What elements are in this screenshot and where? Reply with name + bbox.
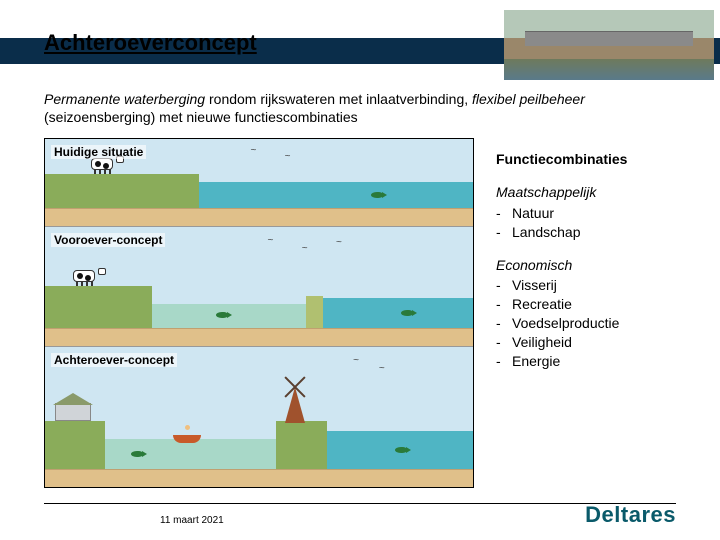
list-item: -Energie: [496, 352, 700, 371]
bird-icon: ~: [336, 237, 342, 248]
group2-list: -Visserij -Recreatie -Voedselproductie -…: [496, 276, 700, 370]
cow-icon: [73, 268, 101, 286]
list-label: Natuur: [512, 204, 554, 223]
subtitle-part2: rondom rijkswateren met inlaatverbinding…: [205, 91, 472, 107]
bird-icon: ~: [379, 363, 385, 374]
footer-divider: [44, 503, 676, 504]
fish-icon: [401, 310, 413, 316]
list-item: -Veiligheid: [496, 333, 700, 352]
diagram-title-1: Huidige situatie: [51, 145, 146, 159]
fish-icon: [131, 451, 143, 457]
house-icon: [55, 403, 91, 421]
bird-icon: ~: [250, 145, 256, 156]
deltares-logo: Deltares: [585, 502, 676, 528]
list-label: Energie: [512, 352, 560, 371]
list-label: Voedselproductie: [512, 314, 619, 333]
diagram-title-2: Vooroever-concept: [51, 233, 165, 247]
bird-icon: ~: [285, 151, 291, 162]
functiecombinaties-heading: Functiecombinaties: [496, 150, 700, 169]
header-photo: [504, 10, 714, 80]
list-label: Landschap: [512, 223, 581, 242]
fish-icon: [371, 192, 383, 198]
list-item: -Natuur: [496, 204, 700, 223]
subtitle-part4: (seizoensberging) met nieuwe functiescom…: [44, 109, 358, 125]
subtitle-part3: flexibel peilbeheer: [472, 91, 585, 107]
group1-title: Maatschappelijk: [496, 183, 700, 202]
page-title: Achteroeverconcept: [44, 30, 257, 56]
ground-left: [45, 328, 152, 346]
bird-icon: ~: [353, 355, 359, 366]
bird-icon: ~: [268, 235, 274, 246]
diagram-area: ~ ~ Huidige situatie ~ ~ ~ Vooroever-con…: [44, 138, 474, 488]
fish-icon: [395, 447, 407, 453]
boat-icon: [173, 429, 201, 443]
diagram-achteroever: ~ ~ Achteroever-concept: [45, 347, 473, 487]
bird-icon: ~: [302, 243, 308, 254]
subtitle-part1: Permanente waterberging: [44, 91, 205, 107]
list-item: -Voedselproductie: [496, 314, 700, 333]
list-item: -Landschap: [496, 223, 700, 242]
ground-left: [45, 208, 199, 226]
list-item: -Visserij: [496, 276, 700, 295]
diagram-title-3: Achteroever-concept: [51, 353, 177, 367]
group2-title: Economisch: [496, 256, 700, 275]
ground-right: [152, 328, 473, 346]
diagram-vooroever: ~ ~ ~ Vooroever-concept: [45, 227, 473, 347]
list-label: Veiligheid: [512, 333, 572, 352]
windmill-icon: [285, 387, 305, 423]
subtitle: Permanente waterberging rondom rijkswate…: [44, 90, 676, 126]
ground-l: [45, 469, 105, 487]
fish-icon: [216, 312, 228, 318]
group1-list: -Natuur -Landschap: [496, 204, 700, 242]
list-label: Visserij: [512, 276, 557, 295]
ground-right: [199, 208, 473, 226]
list-item: -Recreatie: [496, 295, 700, 314]
footer-date: 11 maart 2021: [160, 515, 224, 526]
right-column: Functiecombinaties Maatschappelijk -Natu…: [496, 150, 700, 385]
list-label: Recreatie: [512, 295, 572, 314]
ground-r: [105, 469, 473, 487]
diagram-huidige: ~ ~ Huidige situatie: [45, 139, 473, 227]
